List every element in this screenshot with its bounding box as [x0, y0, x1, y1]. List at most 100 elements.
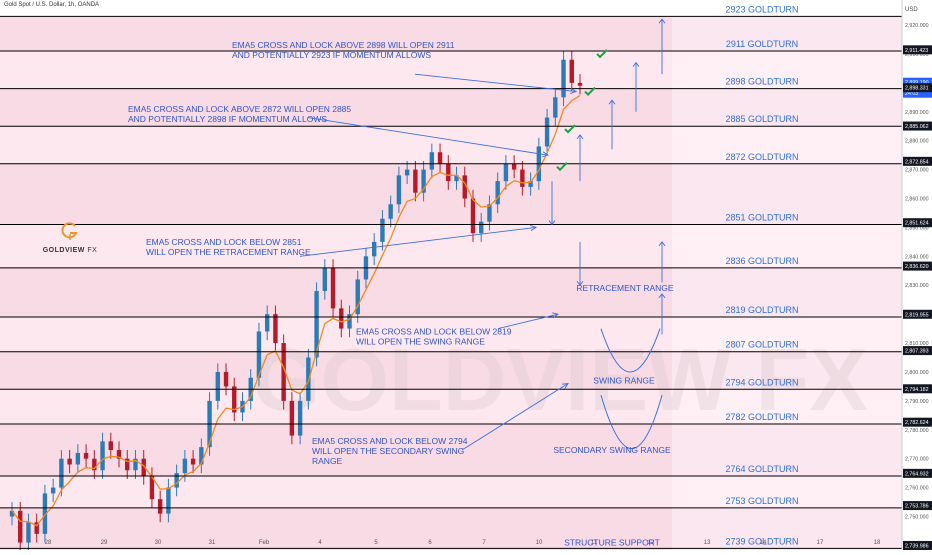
annotation-4-line-2: RANGE	[312, 456, 343, 466]
candle-body-14	[125, 458, 130, 471]
check-icon-2	[564, 124, 576, 134]
candle-body-33	[281, 343, 286, 401]
secondary-swing-curve	[600, 394, 663, 449]
candle-body-48	[404, 169, 410, 176]
annotation-arrow-2	[299, 226, 537, 257]
currency-label: USD	[905, 7, 918, 13]
annotation-arrowhead-4	[561, 382, 569, 389]
x-tick-10: 10	[536, 540, 543, 546]
ema5-line	[11, 95, 581, 527]
candle-body-17	[149, 476, 155, 500]
x-tick-30: 30	[155, 540, 162, 546]
price-badge-bg-0	[903, 45, 932, 55]
price-badge-bg-13	[903, 501, 932, 511]
band-12	[0, 507, 902, 549]
candle-body-55	[462, 175, 467, 199]
band-bottom	[0, 548, 902, 550]
y-tick-2890: 2,890.000	[905, 110, 929, 116]
band-4	[0, 163, 902, 225]
candle-body-42	[355, 279, 360, 315]
band-8	[0, 351, 902, 390]
price-badge-bg-6	[903, 218, 932, 228]
zone-label-3: STRUCTURE SUPPORT	[564, 537, 660, 547]
band-2	[0, 88, 902, 127]
band-6	[0, 267, 902, 318]
candle-body-37	[314, 291, 319, 358]
direction-arrowhead-2	[608, 99, 616, 105]
price-badge-3: 2,898.331	[905, 86, 929, 92]
price-badge-bg-14	[903, 540, 932, 550]
candle-body-25	[215, 371, 220, 401]
level-label-2851: 2851 GOLDTURN	[725, 213, 798, 223]
logo-brand-suffix: FX	[87, 247, 98, 254]
y-tick-2840: 2,840.000	[905, 254, 929, 260]
price-badge-8: 2,819.955	[905, 312, 929, 318]
candle-body-20	[174, 473, 179, 488]
candle-body-8	[75, 452, 81, 465]
level-label-2807: 2807 GOLDTURN	[725, 340, 798, 350]
candle-body-41	[347, 314, 352, 329]
annotation-2-line-0: EMA5 CROSS AND LOCK BELOW 2851	[146, 237, 302, 247]
price-badge-bg-8	[903, 309, 932, 319]
candle-body-26	[223, 371, 229, 387]
chart-title: Gold Spot / U.S. Dollar, 1h, OANDA	[4, 2, 100, 8]
x-tick-17: 17	[817, 540, 824, 546]
x-tick-7: 7	[482, 540, 486, 546]
candle-body-44	[372, 241, 377, 257]
band-10	[0, 424, 902, 477]
price-badge-5: 2,872.854	[905, 159, 929, 165]
y-tick-2920: 2,920.000	[905, 23, 929, 29]
swing-curve	[600, 328, 661, 373]
candle-body-16	[141, 458, 146, 477]
y-tick-2780: 2,780.000	[905, 428, 929, 434]
annotation-arrow-3	[497, 313, 559, 330]
direction-arrowhead-7	[658, 293, 666, 299]
candle-body-5	[50, 487, 56, 494]
price-badge-bg-9	[903, 346, 932, 356]
annotation-arrow-0	[414, 73, 577, 92]
direction-arrowhead-4	[548, 220, 556, 226]
x-tick-29: 29	[101, 540, 108, 546]
band-0	[0, 16, 902, 52]
price-badge-bg-10	[903, 384, 932, 394]
level-label-2739: 2739 GOLDTURN	[725, 536, 798, 546]
annotation-0-line-1: AND POTENTIALLY 2923 IF MOMENTUM ALLOWS	[232, 50, 431, 60]
price-badge-9: 2,807.393	[905, 349, 929, 355]
level-label-2885: 2885 GOLDTURN	[725, 114, 798, 124]
annotation-3-line-0: EMA5 CROSS AND LOCK BELOW 2819	[356, 326, 512, 336]
candle-body-58	[487, 204, 492, 222]
annotation-arrowhead-2	[530, 225, 538, 232]
y-tick-2770: 2,770.000	[905, 457, 929, 463]
y-tick-2790: 2,790.000	[905, 399, 929, 405]
check-icon-0	[596, 49, 608, 59]
candle-body-66	[553, 97, 558, 118]
candle-body-13	[116, 450, 122, 459]
y-tick-2830: 2,830.000	[905, 283, 929, 289]
level-label-2794: 2794 GOLDTURN	[725, 377, 798, 387]
x-tick-18: 18	[874, 540, 881, 546]
level-label-2898: 2898 GOLDTURN	[725, 77, 798, 87]
price-badge-bg-4	[903, 121, 932, 131]
candle-body-3	[34, 522, 39, 534]
candle-body-45	[380, 218, 385, 242]
price-badge-bg-1	[903, 77, 932, 87]
x-tick-12: 12	[648, 540, 655, 546]
candle-body-32	[273, 314, 278, 344]
level-label-2872: 2872 GOLDTURN	[725, 152, 798, 162]
candle-body-59	[495, 181, 500, 205]
future-area	[672, 0, 902, 550]
price-badge-10: 2,794.182	[905, 387, 929, 393]
direction-arrowhead-0	[658, 18, 666, 24]
y-tick-2810: 2,810.000	[905, 341, 929, 347]
candle-body-57	[479, 221, 484, 234]
annotation-1-line-0: EMA5 CROSS AND LOCK ABOVE 2872 WILL OPEN…	[128, 104, 351, 114]
candle-body-69	[577, 82, 583, 86]
candle-body-34	[289, 400, 295, 436]
price-badge-2: 24:03	[905, 91, 918, 97]
candle-body-30	[256, 331, 262, 378]
candle-body-63	[528, 181, 533, 187]
goldview-logo-icon	[61, 222, 78, 240]
candle-body-15	[133, 458, 138, 471]
price-badge-11: 2,782.624	[905, 420, 929, 426]
